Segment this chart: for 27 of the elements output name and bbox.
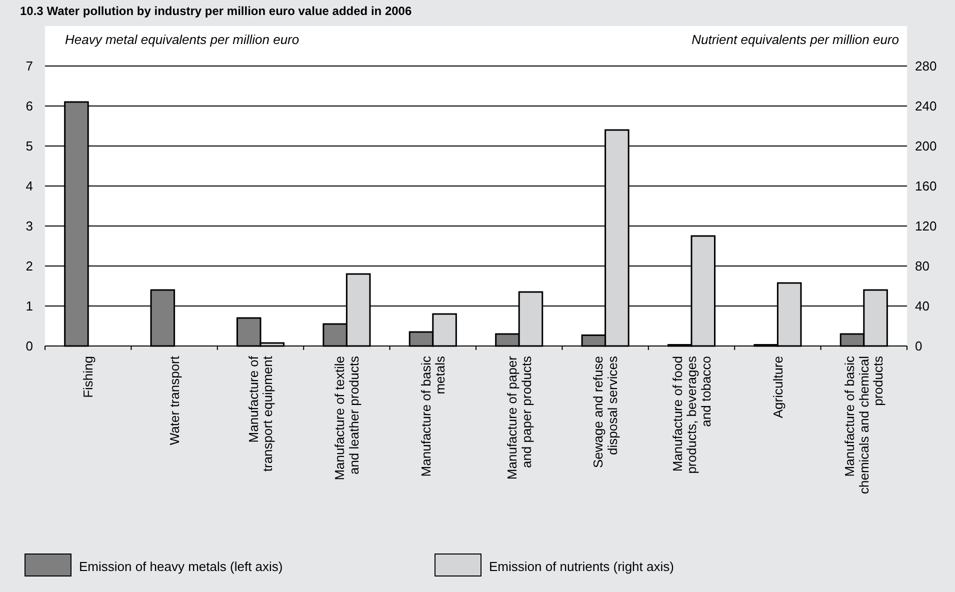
y2-tick-label: 120	[915, 218, 937, 234]
x-tick-label: Fishing	[80, 356, 96, 398]
x-tick-label: Water transport	[166, 356, 182, 446]
y-tick-label: 4	[26, 178, 33, 194]
x-tick-label: Manufacture of basic metals	[418, 356, 448, 477]
x-tick-label: Agriculture	[770, 356, 786, 418]
legend-label: Emission of nutrients (right axis)	[489, 559, 674, 574]
y2-tick-label: 80	[915, 258, 930, 274]
y-tick-label: 3	[26, 218, 33, 234]
y2-tick-label: 280	[915, 58, 937, 74]
y2-tick-label: 40	[915, 298, 930, 314]
y-tick-label: 0	[26, 338, 33, 354]
y2-tick-label: 240	[915, 98, 937, 114]
y-tick-label: 7	[26, 58, 33, 74]
y-tick-label: 6	[26, 98, 33, 114]
y-tick-label: 1	[26, 298, 33, 314]
x-tick-label: Manufacture of transport equipment	[246, 356, 276, 472]
y-axis-title: Heavy metal equivalents per million euro	[65, 32, 300, 47]
y-tick-label: 5	[26, 138, 33, 154]
y2-tick-label: 160	[915, 178, 937, 194]
y2-tick-label: 0	[915, 338, 922, 354]
x-tick-label: Manufacture of basic chemicals and chemical products	[842, 356, 886, 494]
y-tick-label: 2	[26, 258, 33, 274]
chart-title: 10.3 Water pollution by industry per million euro value added in 2006	[20, 4, 412, 18]
legend-label: Emission of heavy metals (left axis)	[79, 559, 283, 574]
y2-tick-label: 200	[915, 138, 937, 154]
y2-axis-title: Nutrient equivalents per million euro	[692, 32, 899, 47]
